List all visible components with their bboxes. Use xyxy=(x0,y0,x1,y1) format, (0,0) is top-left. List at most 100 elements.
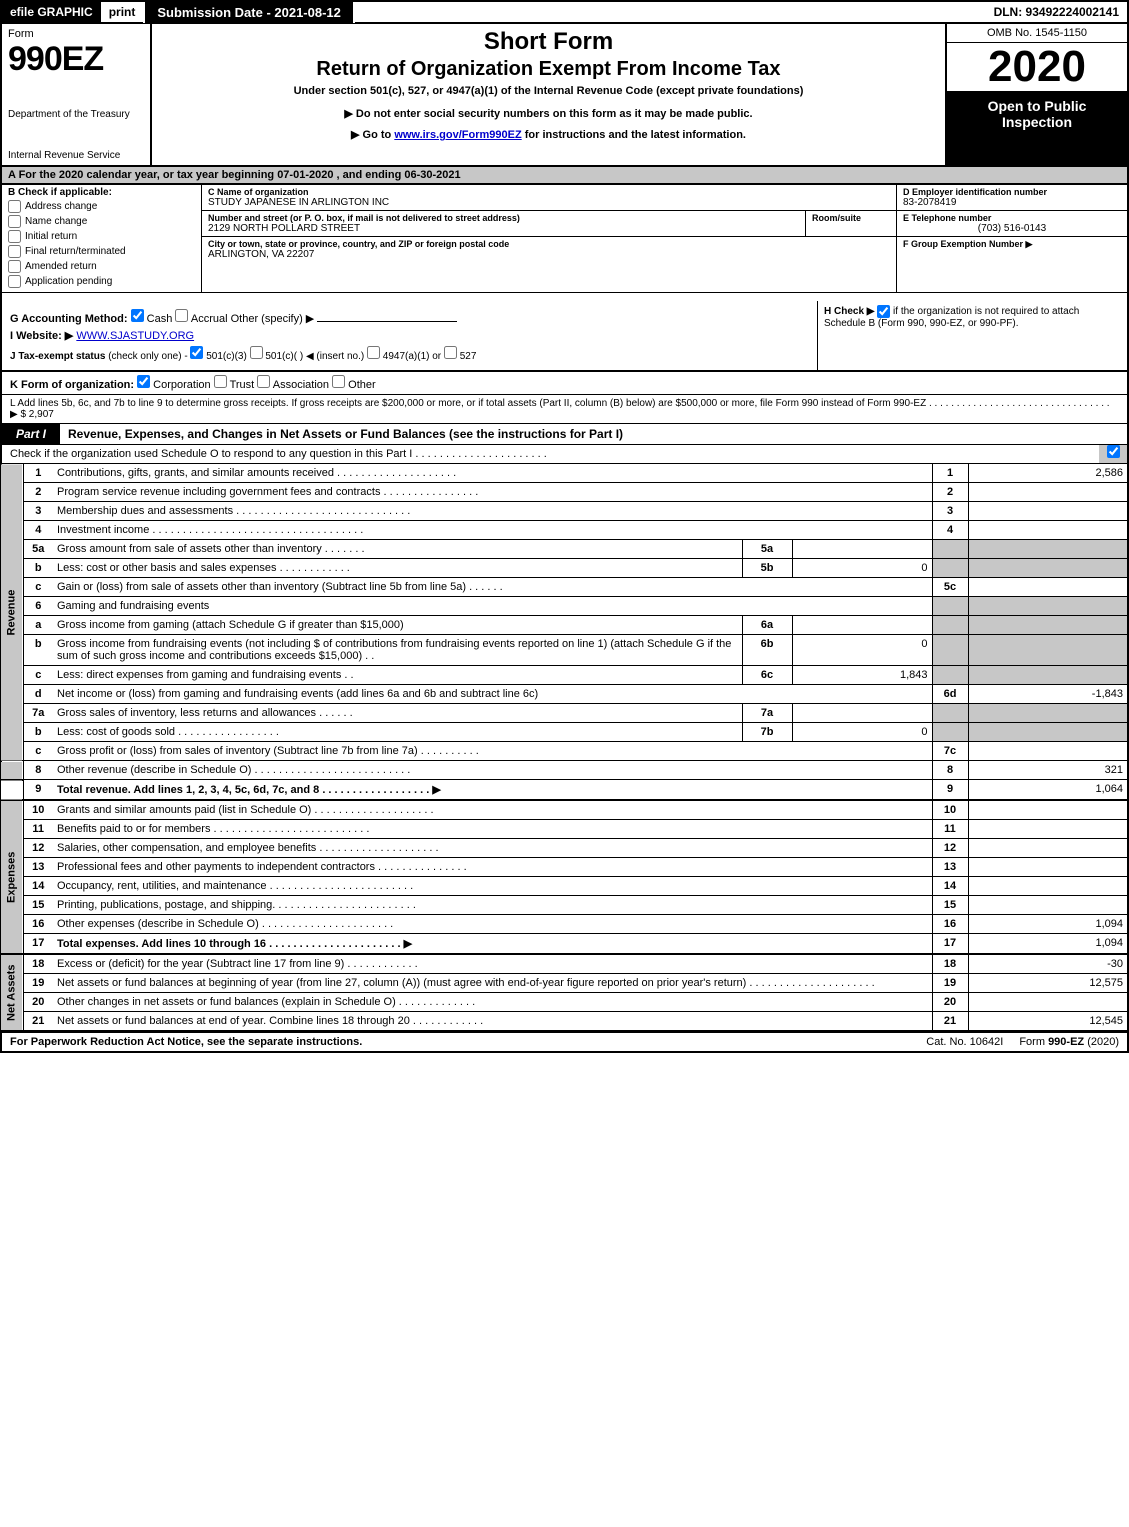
b-label: B Check if applicable: xyxy=(8,187,112,198)
table-row: 3 Membership dues and assessments . . . … xyxy=(1,502,1128,521)
line-i-website: I Website: ▶ WWW.SJASTUDY.ORG xyxy=(10,329,809,342)
row-gh: G Accounting Method: Cash Accrual Other … xyxy=(0,292,1129,372)
chk-trust[interactable] xyxy=(214,375,227,388)
g-label: G Accounting Method: xyxy=(10,313,128,325)
header-center: Short Form Return of Organization Exempt… xyxy=(152,24,947,165)
chk-501c3[interactable] xyxy=(190,346,203,359)
group-label: F Group Exemption Number ▶ xyxy=(903,239,1121,250)
cell-org-name: C Name of organization STUDY JAPANESE IN… xyxy=(202,185,896,211)
title-return: Return of Organization Exempt From Incom… xyxy=(160,58,937,81)
table-row: c Gross profit or (loss) from sales of i… xyxy=(1,742,1128,761)
cell-telephone: E Telephone number (703) 516-0143 xyxy=(897,211,1127,237)
part1-tag: Part I xyxy=(2,424,60,444)
chk-amended[interactable]: Amended return xyxy=(8,260,195,273)
table-row: 19 Net assets or fund balances at beginn… xyxy=(1,974,1128,993)
table-row: 16 Other expenses (describe in Schedule … xyxy=(1,915,1128,934)
goto-pre: ▶ Go to xyxy=(351,129,394,141)
table-row: 12 Salaries, other compensation, and emp… xyxy=(1,839,1128,858)
part1-schedO-text: Check if the organization used Schedule … xyxy=(2,445,1099,463)
goto-post: for instructions and the latest informat… xyxy=(522,129,746,141)
table-row: 9 Total revenue. Add lines 1, 2, 3, 4, 5… xyxy=(1,780,1128,801)
row-a-tax-year: A For the 2020 calendar year, or tax yea… xyxy=(0,167,1129,185)
table-row: c Gain or (loss) from sale of assets oth… xyxy=(1,578,1128,597)
chk-final-return[interactable]: Final return/terminated xyxy=(8,245,195,258)
ein-value: 83-2078419 xyxy=(903,197,1121,208)
other-blank[interactable] xyxy=(317,321,457,322)
page-footer: For Paperwork Reduction Act Notice, see … xyxy=(0,1032,1129,1053)
chk-501c[interactable] xyxy=(250,346,263,359)
cell-ein: D Employer identification number 83-2078… xyxy=(897,185,1127,211)
chk-527[interactable] xyxy=(444,346,457,359)
street-label: Number and street (or P. O. box, if mail… xyxy=(208,213,799,223)
part1-header: Part I Revenue, Expenses, and Changes in… xyxy=(0,424,1129,445)
sidetab-expenses: Expenses xyxy=(1,800,23,954)
org-name-value: STUDY JAPANESE IN ARLINGTON INC xyxy=(208,197,890,208)
table-row: 6 Gaming and fundraising events xyxy=(1,597,1128,616)
irs-link[interactable]: www.irs.gov/Form990EZ xyxy=(394,129,521,141)
col-d-ids: D Employer identification number 83-2078… xyxy=(897,185,1127,292)
chk-initial-return[interactable]: Initial return xyxy=(8,230,195,243)
chk-address-change[interactable]: Address change xyxy=(8,200,195,213)
irs-label: Internal Revenue Service xyxy=(8,150,144,161)
table-row: Net Assets 18 Excess or (deficit) for th… xyxy=(1,954,1128,974)
footer-cat: Cat. No. 10642I xyxy=(918,1033,1011,1051)
header-left: Form 990EZ Department of the Treasury In… xyxy=(2,24,152,165)
tel-label: E Telephone number xyxy=(903,213,1121,223)
print-label[interactable]: print xyxy=(101,2,144,22)
chk-other-org[interactable] xyxy=(332,375,345,388)
chk-accrual[interactable] xyxy=(175,309,188,322)
part1-schedO-check[interactable] xyxy=(1099,445,1127,463)
table-row: 4 Investment income . . . . . . . . . . … xyxy=(1,521,1128,540)
footer-paperwork: For Paperwork Reduction Act Notice, see … xyxy=(2,1033,918,1051)
sidetab-net-assets: Net Assets xyxy=(1,954,23,1031)
form-header: Form 990EZ Department of the Treasury In… xyxy=(0,24,1129,167)
org-name-label: C Name of organization xyxy=(208,187,890,197)
chk-corporation[interactable] xyxy=(137,375,150,388)
website-link[interactable]: WWW.SJASTUDY.ORG xyxy=(76,330,194,342)
col-b-checkboxes: B Check if applicable: Address change Na… xyxy=(2,185,202,292)
city-label: City or town, state or province, country… xyxy=(208,239,890,249)
table-row: b Gross income from fundraising events (… xyxy=(1,635,1128,666)
line-g-accounting: G Accounting Method: Cash Accrual Other … xyxy=(10,309,809,325)
open-to-public: Open to Public Inspection xyxy=(947,92,1127,165)
efile-label: efile GRAPHIC xyxy=(2,2,101,22)
part1-table: Revenue 1 Contributions, gifts, grants, … xyxy=(0,464,1129,1032)
department: Department of the Treasury xyxy=(8,109,144,120)
table-row: 11 Benefits paid to or for members . . .… xyxy=(1,820,1128,839)
line-val: 2,586 xyxy=(968,464,1128,483)
h-label: H Check ▶ xyxy=(824,306,874,317)
part1-schedO-row: Check if the organization used Schedule … xyxy=(0,445,1129,464)
room-label: Room/suite xyxy=(812,213,890,223)
row-k-form-org: K Form of organization: Corporation Trus… xyxy=(0,372,1129,395)
line-num: 1 xyxy=(23,464,53,483)
table-row: b Less: cost of goods sold . . . . . . .… xyxy=(1,723,1128,742)
ein-label: D Employer identification number xyxy=(903,187,1121,197)
ssn-note: ▶ Do not enter social security numbers o… xyxy=(160,107,937,120)
dln-label: DLN: 93492224002141 xyxy=(986,2,1127,22)
chk-4947[interactable] xyxy=(367,346,380,359)
title-short-form: Short Form xyxy=(160,28,937,56)
footer-form: Form 990-EZ (2020) xyxy=(1011,1033,1127,1051)
cell-room: Room/suite xyxy=(806,211,896,236)
table-row: a Gross income from gaming (attach Sched… xyxy=(1,616,1128,635)
table-row: Expenses 10 Grants and similar amounts p… xyxy=(1,800,1128,820)
chk-name-change[interactable]: Name change xyxy=(8,215,195,228)
line-key: 1 xyxy=(932,464,968,483)
website-label: I Website: ▶ xyxy=(10,330,73,342)
submission-date: Submission Date - 2021-08-12 xyxy=(143,2,355,23)
table-row: 20 Other changes in net assets or fund b… xyxy=(1,993,1128,1012)
table-row: 5a Gross amount from sale of assets othe… xyxy=(1,540,1128,559)
chk-cash[interactable] xyxy=(131,309,144,322)
col-g-ij: G Accounting Method: Cash Accrual Other … xyxy=(2,301,817,370)
block-bcd: B Check if applicable: Address change Na… xyxy=(0,185,1129,292)
chk-association[interactable] xyxy=(257,375,270,388)
table-row: d Net income or (loss) from gaming and f… xyxy=(1,685,1128,704)
street-value: 2129 NORTH POLLARD STREET xyxy=(208,223,799,234)
cell-city: City or town, state or province, country… xyxy=(202,237,896,262)
table-row: 21 Net assets or fund balances at end of… xyxy=(1,1012,1128,1032)
chk-h-schedule-b[interactable] xyxy=(877,305,890,318)
table-row: Revenue 1 Contributions, gifts, grants, … xyxy=(1,464,1128,483)
chk-pending[interactable]: Application pending xyxy=(8,275,195,288)
k-label: K Form of organization: xyxy=(10,379,134,391)
table-row: 15 Printing, publications, postage, and … xyxy=(1,896,1128,915)
